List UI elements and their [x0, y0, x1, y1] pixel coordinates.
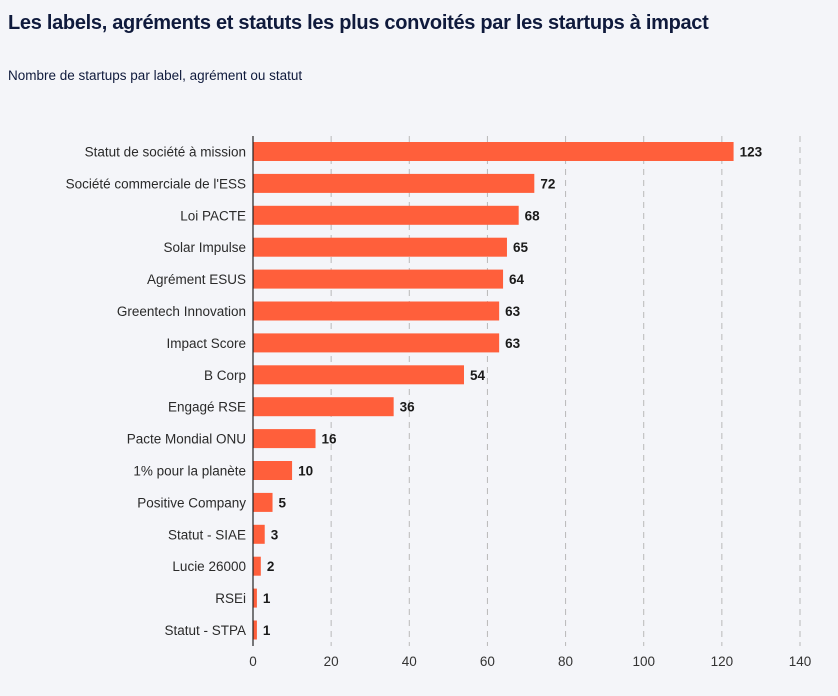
- x-tick-label: 120: [711, 654, 734, 669]
- category-label: 1% pour la planète: [133, 464, 246, 479]
- data-label: 5: [279, 495, 287, 510]
- x-tick-label: 80: [558, 654, 573, 669]
- gridlines: [330, 136, 801, 646]
- category-label: Société commerciale de l'ESS: [66, 176, 246, 191]
- bar: [253, 269, 504, 289]
- data-label: 64: [509, 272, 525, 287]
- category-label: Lucie 26000: [172, 559, 246, 574]
- category-label: Engagé RSE: [168, 400, 246, 415]
- bar: [253, 429, 316, 449]
- category-label: Loi PACTE: [180, 208, 246, 223]
- x-tick-label: 20: [324, 654, 339, 669]
- category-label: B Corp: [204, 368, 246, 383]
- bar: [253, 492, 273, 512]
- bar: [253, 461, 293, 480]
- bar: [253, 205, 519, 225]
- data-label: 36: [400, 400, 416, 415]
- value-labels: 123 72 68 65 64 63 63 54 36 16 10 5 3 2 1 1: [263, 145, 763, 639]
- x-tick-label: 0: [249, 654, 257, 669]
- chart-title: Les labels, agréments et statuts les plu…: [8, 12, 709, 34]
- category-label: Impact Score: [166, 336, 246, 351]
- bars: [253, 142, 734, 640]
- data-label: 63: [505, 336, 521, 351]
- data-label: 16: [322, 432, 338, 447]
- category-label: Greentech Innovation: [117, 304, 246, 319]
- category-label: Agrément ESUS: [147, 272, 246, 287]
- category-label: Statut - STPA: [164, 623, 246, 638]
- x-tick-label: 100: [632, 654, 655, 669]
- bar: [253, 620, 257, 640]
- bar: [253, 237, 507, 257]
- data-label: 65: [513, 240, 529, 255]
- bar: [253, 556, 261, 576]
- category-label: Statut - SIAE: [168, 527, 246, 542]
- category-label: Pacte Mondial ONU: [127, 432, 246, 447]
- category-labels: Statut de société à mission Société comme…: [66, 145, 247, 639]
- x-tick-label: 140: [789, 654, 812, 669]
- bar: [253, 588, 257, 608]
- bar: [253, 301, 500, 321]
- category-label: Positive Company: [137, 495, 246, 510]
- data-label: 63: [505, 304, 521, 319]
- category-label: Statut de société à mission: [85, 145, 246, 160]
- bar: [253, 142, 734, 161]
- data-label: 72: [540, 176, 555, 191]
- data-label: 1: [263, 623, 271, 638]
- bar: [253, 365, 464, 385]
- x-tick-label: 40: [402, 654, 417, 669]
- data-label: 10: [298, 464, 313, 479]
- bar: [253, 173, 535, 193]
- data-label: 123: [740, 145, 763, 160]
- x-tick-label: 60: [480, 654, 495, 669]
- data-label: 54: [470, 368, 486, 383]
- category-label: RSEi: [215, 591, 246, 606]
- bar: [253, 397, 394, 417]
- data-label: 3: [271, 527, 279, 542]
- data-label: 1: [263, 591, 271, 606]
- x-axis-ticks: 0 20 40 60 80 100 120 140: [249, 654, 811, 669]
- bar: [253, 333, 500, 353]
- bar: [253, 524, 265, 544]
- data-label: 68: [525, 208, 541, 223]
- chart-subtitle: Nombre de startups par label, agrément o…: [8, 68, 303, 83]
- category-label: Solar Impulse: [163, 240, 246, 255]
- data-label: 2: [267, 559, 275, 574]
